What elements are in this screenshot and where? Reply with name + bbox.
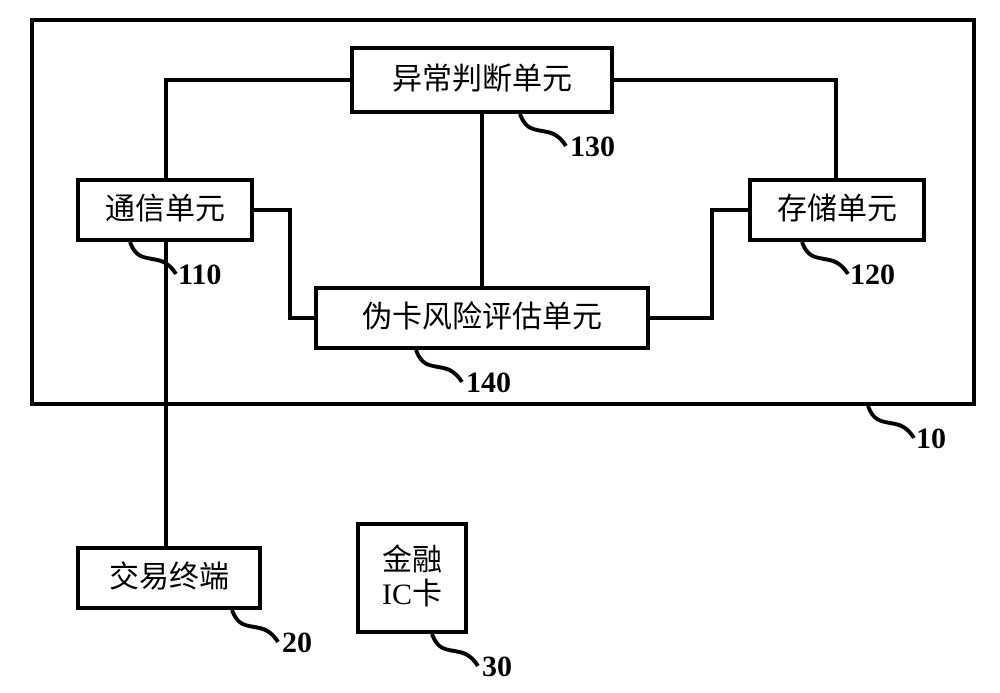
leader-20 xyxy=(228,608,284,648)
leader-120 xyxy=(798,240,854,280)
block-30: 金融 IC卡 xyxy=(356,522,468,634)
ref-30: 30 xyxy=(482,650,512,684)
block-140: 伪卡风险评估单元 xyxy=(314,286,650,350)
leader-110 xyxy=(126,240,182,280)
block-20-label: 交易终端 xyxy=(109,561,229,596)
ref-130: 130 xyxy=(570,130,615,164)
block-130-label: 异常判断单元 xyxy=(392,63,572,98)
ref-140: 140 xyxy=(466,366,511,400)
ref-110: 110 xyxy=(178,258,221,292)
edge-120-140-h1 xyxy=(710,208,748,212)
ref-10: 10 xyxy=(916,422,946,456)
edge-120-140-v xyxy=(710,208,714,320)
diagram-canvas: 异常判断单元 通信单元 存储单元 伪卡风险评估单元 交易终端 金融 IC卡 13… xyxy=(0,0,1000,693)
edge-120-140-h2 xyxy=(650,316,714,320)
block-20: 交易终端 xyxy=(76,546,262,610)
ref-20: 20 xyxy=(282,626,312,660)
edge-130-120-v xyxy=(834,78,838,178)
edge-110-140-h2 xyxy=(288,316,314,320)
edge-130-120-h xyxy=(614,78,838,82)
block-120-label: 存储单元 xyxy=(777,193,897,228)
block-110-label: 通信单元 xyxy=(105,193,225,228)
edge-130-110-h xyxy=(164,78,350,82)
edge-110-140-v xyxy=(288,208,292,320)
block-140-label: 伪卡风险评估单元 xyxy=(362,301,602,336)
block-30-label: 金融 IC卡 xyxy=(382,544,442,613)
edge-110-140-h1 xyxy=(254,208,290,212)
ref-120: 120 xyxy=(850,258,895,292)
edge-130-140 xyxy=(480,114,484,286)
block-110: 通信单元 xyxy=(76,178,254,242)
leader-140 xyxy=(412,348,468,388)
leader-30 xyxy=(428,632,484,672)
block-120: 存储单元 xyxy=(748,178,926,242)
edge-130-110-v xyxy=(164,78,168,178)
block-130: 异常判断单元 xyxy=(350,46,614,114)
leader-130 xyxy=(516,112,572,152)
edge-110-20 xyxy=(164,242,168,546)
leader-10 xyxy=(864,404,920,444)
